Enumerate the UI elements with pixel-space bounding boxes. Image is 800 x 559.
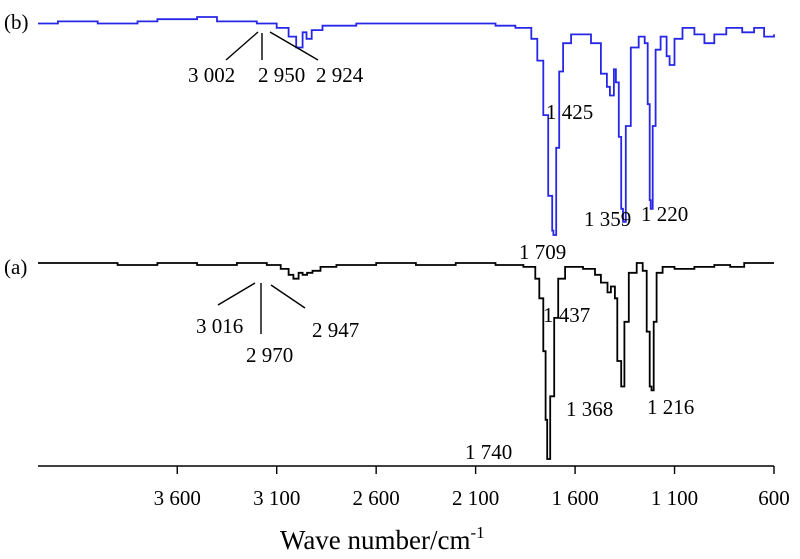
peak-label: 1 220 [641, 202, 688, 226]
x-axis-ticks: 3 600 3 100 2 600 2 100 1 600 1 100 600 [154, 466, 790, 510]
peak-label: 2 947 [312, 318, 359, 342]
x-tick-label: 2 100 [452, 486, 499, 510]
x-tick-label: 2 600 [353, 486, 400, 510]
x-tick-label: 1 600 [551, 486, 598, 510]
x-axis: 3 600 3 100 2 600 2 100 1 600 1 100 600 [38, 465, 790, 510]
x-tick-label: 600 [758, 486, 790, 510]
spectrum-line-a [38, 262, 774, 460]
peak-label: 2 924 [316, 63, 364, 87]
peak-label: 2 950 [258, 63, 305, 87]
peak-label: 3 002 [188, 63, 235, 87]
peak-label: 3 016 [196, 314, 243, 338]
x-tick-label: 3 100 [253, 486, 300, 510]
x-tick-label: 3 600 [154, 486, 201, 510]
x-tick-label: 1 100 [651, 486, 698, 510]
peak-label: 1 425 [546, 100, 593, 124]
panel-label-a: (a) [4, 255, 27, 279]
peak-label: 1 740 [465, 440, 512, 464]
peak-label: 1 359 [584, 207, 631, 231]
spectrum-line-b [38, 16, 775, 236]
peak-label: 2 970 [246, 343, 293, 367]
spectrum-b: 3 002 2 950 2 924 1 709 1 425 1 359 1 220 [38, 16, 775, 264]
x-axis-title-superscript: -1 [471, 523, 485, 542]
peak-leader-line [225, 31, 259, 61]
peak-label: 1 437 [543, 303, 590, 327]
peak-leader-line [269, 31, 319, 61]
x-axis-title: Wave number/cm-1 [280, 523, 485, 555]
peak-label: 1 216 [647, 395, 694, 419]
panel-label-b: (b) [4, 10, 29, 34]
peak-leader-line [270, 284, 306, 309]
peak-label: 1 368 [566, 397, 613, 421]
peak-leader-line [217, 282, 256, 306]
peak-label: 1 709 [519, 240, 566, 264]
x-axis-title-text: Wave number/cm [280, 525, 471, 555]
